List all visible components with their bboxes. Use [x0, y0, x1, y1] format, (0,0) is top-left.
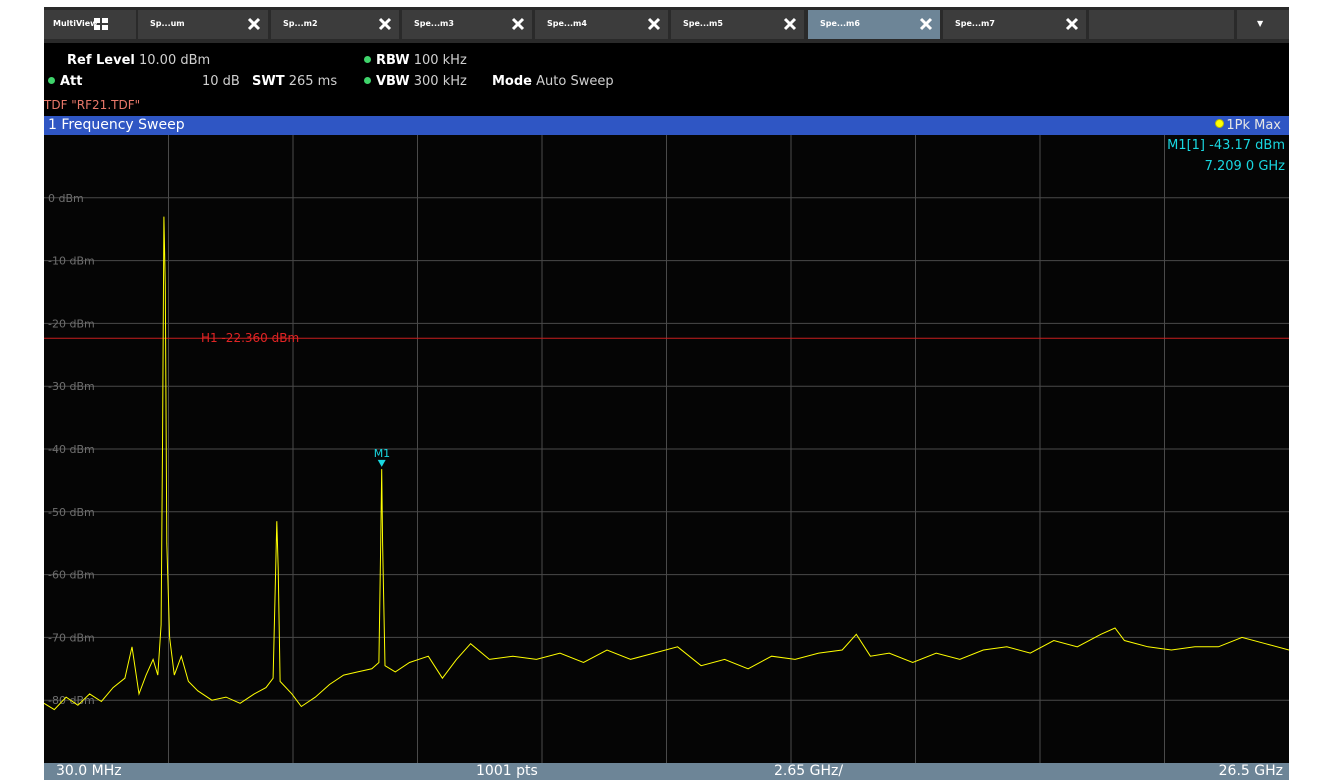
rbw-value: 100 kHz [413, 53, 467, 68]
marker-label: M1 [374, 447, 391, 460]
swt-value: 265 ms [288, 74, 338, 89]
tab-spectrum-3[interactable]: Spe...m3 [402, 10, 532, 39]
tab-multiview[interactable]: MultiView [44, 10, 136, 39]
rbw-label: RBW [376, 53, 410, 68]
tab-label: Spe...m7 [955, 19, 995, 28]
transducer-file-label: TDF "RF21.TDF" [44, 98, 141, 112]
close-icon[interactable] [246, 15, 262, 33]
frequency-sweep-diagram[interactable]: 0 dBm -10 dBm -20 dBm -30 dBm -40 dBm -50 dBm… [44, 135, 1289, 763]
trace-info[interactable]: 1Pk Max [1215, 118, 1281, 133]
frequency-axis-footer: 30.0 MHz 1001 pts 2.65 GHz/ 26.5 GHz [44, 763, 1289, 780]
status-dot-icon [48, 77, 55, 84]
tab-empty [1089, 10, 1234, 39]
tab-label: Spe...m6 [820, 19, 860, 28]
trace-dot-icon [1215, 119, 1225, 128]
close-icon[interactable] [918, 15, 934, 33]
close-icon[interactable] [646, 15, 662, 33]
y-tick-label: -70 dBm [48, 631, 95, 644]
span-per-division: 2.65 GHz/ [774, 763, 844, 779]
stop-frequency: 26.5 GHz [1218, 763, 1283, 779]
trace-mode-label: 1Pk Max [1226, 118, 1281, 133]
close-icon[interactable] [510, 15, 526, 33]
close-icon[interactable] [782, 15, 798, 33]
threshold-line-label: H1 -22.360 dBm [201, 331, 299, 345]
ref-level-setting: Ref Level 10.00 dBm [67, 53, 210, 68]
vbw-label: VBW [376, 74, 410, 89]
vbw-value: 300 kHz [413, 74, 467, 89]
y-tick-label: -60 dBm [48, 569, 95, 582]
att-label: Att [60, 74, 83, 89]
spectrum-plot[interactable]: 0 dBm -10 dBm -20 dBm -30 dBm -40 dBm -50 dBm… [44, 135, 1289, 763]
y-tick-label: 0 dBm [48, 192, 84, 205]
window-title: 1 Frequency Sweep [48, 117, 185, 133]
ref-level-label: Ref Level [67, 53, 135, 68]
marker-frequency-value: 7.209 0 GHz [1204, 159, 1285, 174]
tab-spectrum-1[interactable]: Sp...um [138, 10, 268, 39]
y-tick-label: -40 dBm [48, 443, 95, 456]
sweep-points: 1001 pts [476, 763, 538, 779]
tab-label: Sp...m2 [283, 19, 318, 28]
swt-label: SWT [252, 74, 285, 89]
tab-bar: MultiView Sp...um Sp...m2 Spe...m3 Spe..… [44, 7, 1289, 43]
analyzer-screen: MultiView Sp...um Sp...m2 Spe...m3 Spe..… [44, 7, 1289, 780]
tab-spectrum-6[interactable]: Spe...m6 [808, 10, 940, 39]
att-setting: Att [48, 74, 83, 89]
att-value-text: 10 dB [202, 74, 240, 89]
y-tick-label: -50 dBm [48, 506, 95, 519]
tab-label: Spe...m5 [683, 19, 723, 28]
swt-setting: SWT 265 ms [252, 74, 337, 89]
status-dot-icon [364, 77, 371, 84]
tab-spectrum-5[interactable]: Spe...m5 [671, 10, 804, 39]
chevron-down-icon: ▼ [1257, 19, 1264, 28]
multiview-grid-icon [94, 18, 108, 30]
tab-multiview-label: MultiView [53, 19, 98, 28]
tab-spectrum-2[interactable]: Sp...m2 [271, 10, 399, 39]
tab-label: Spe...m3 [414, 19, 454, 28]
y-tick-label: -30 dBm [48, 380, 95, 393]
y-tick-label: -10 dBm [48, 255, 95, 268]
mode-value: Auto Sweep [536, 74, 614, 89]
mode-setting: Mode Auto Sweep [492, 74, 614, 89]
marker-triangle-icon [377, 459, 386, 467]
tab-spectrum-7[interactable]: Spe...m7 [943, 10, 1086, 39]
y-tick-label: -20 dBm [48, 317, 95, 330]
att-value: 10 dB [202, 74, 240, 89]
start-frequency: 30.0 MHz [56, 763, 122, 779]
window-title-bar[interactable]: 1 Frequency Sweep 1Pk Max [44, 116, 1289, 135]
rbw-setting: RBW 100 kHz [364, 53, 467, 68]
marker-level-value: -43.17 dBm [1209, 138, 1285, 153]
close-icon[interactable] [377, 15, 393, 33]
tab-overflow-dropdown[interactable]: ▼ [1237, 10, 1289, 39]
mode-label: Mode [492, 74, 532, 89]
ref-level-value: 10.00 dBm [139, 53, 211, 68]
close-icon[interactable] [1064, 15, 1080, 33]
channel-settings-panel[interactable]: Ref Level 10.00 dBm Att 10 dB SWT 265 ms… [44, 43, 1289, 115]
status-dot-icon [364, 56, 371, 63]
marker-readout-level: M1[1] -43.17 dBm [1167, 138, 1285, 153]
tab-label: Spe...m4 [547, 19, 587, 28]
vbw-setting: VBW 300 kHz [364, 74, 467, 89]
trace-line [44, 216, 1289, 711]
marker-readout-label: M1[1] [1167, 138, 1205, 153]
tab-label: Sp...um [150, 19, 185, 28]
tab-spectrum-4[interactable]: Spe...m4 [535, 10, 668, 39]
